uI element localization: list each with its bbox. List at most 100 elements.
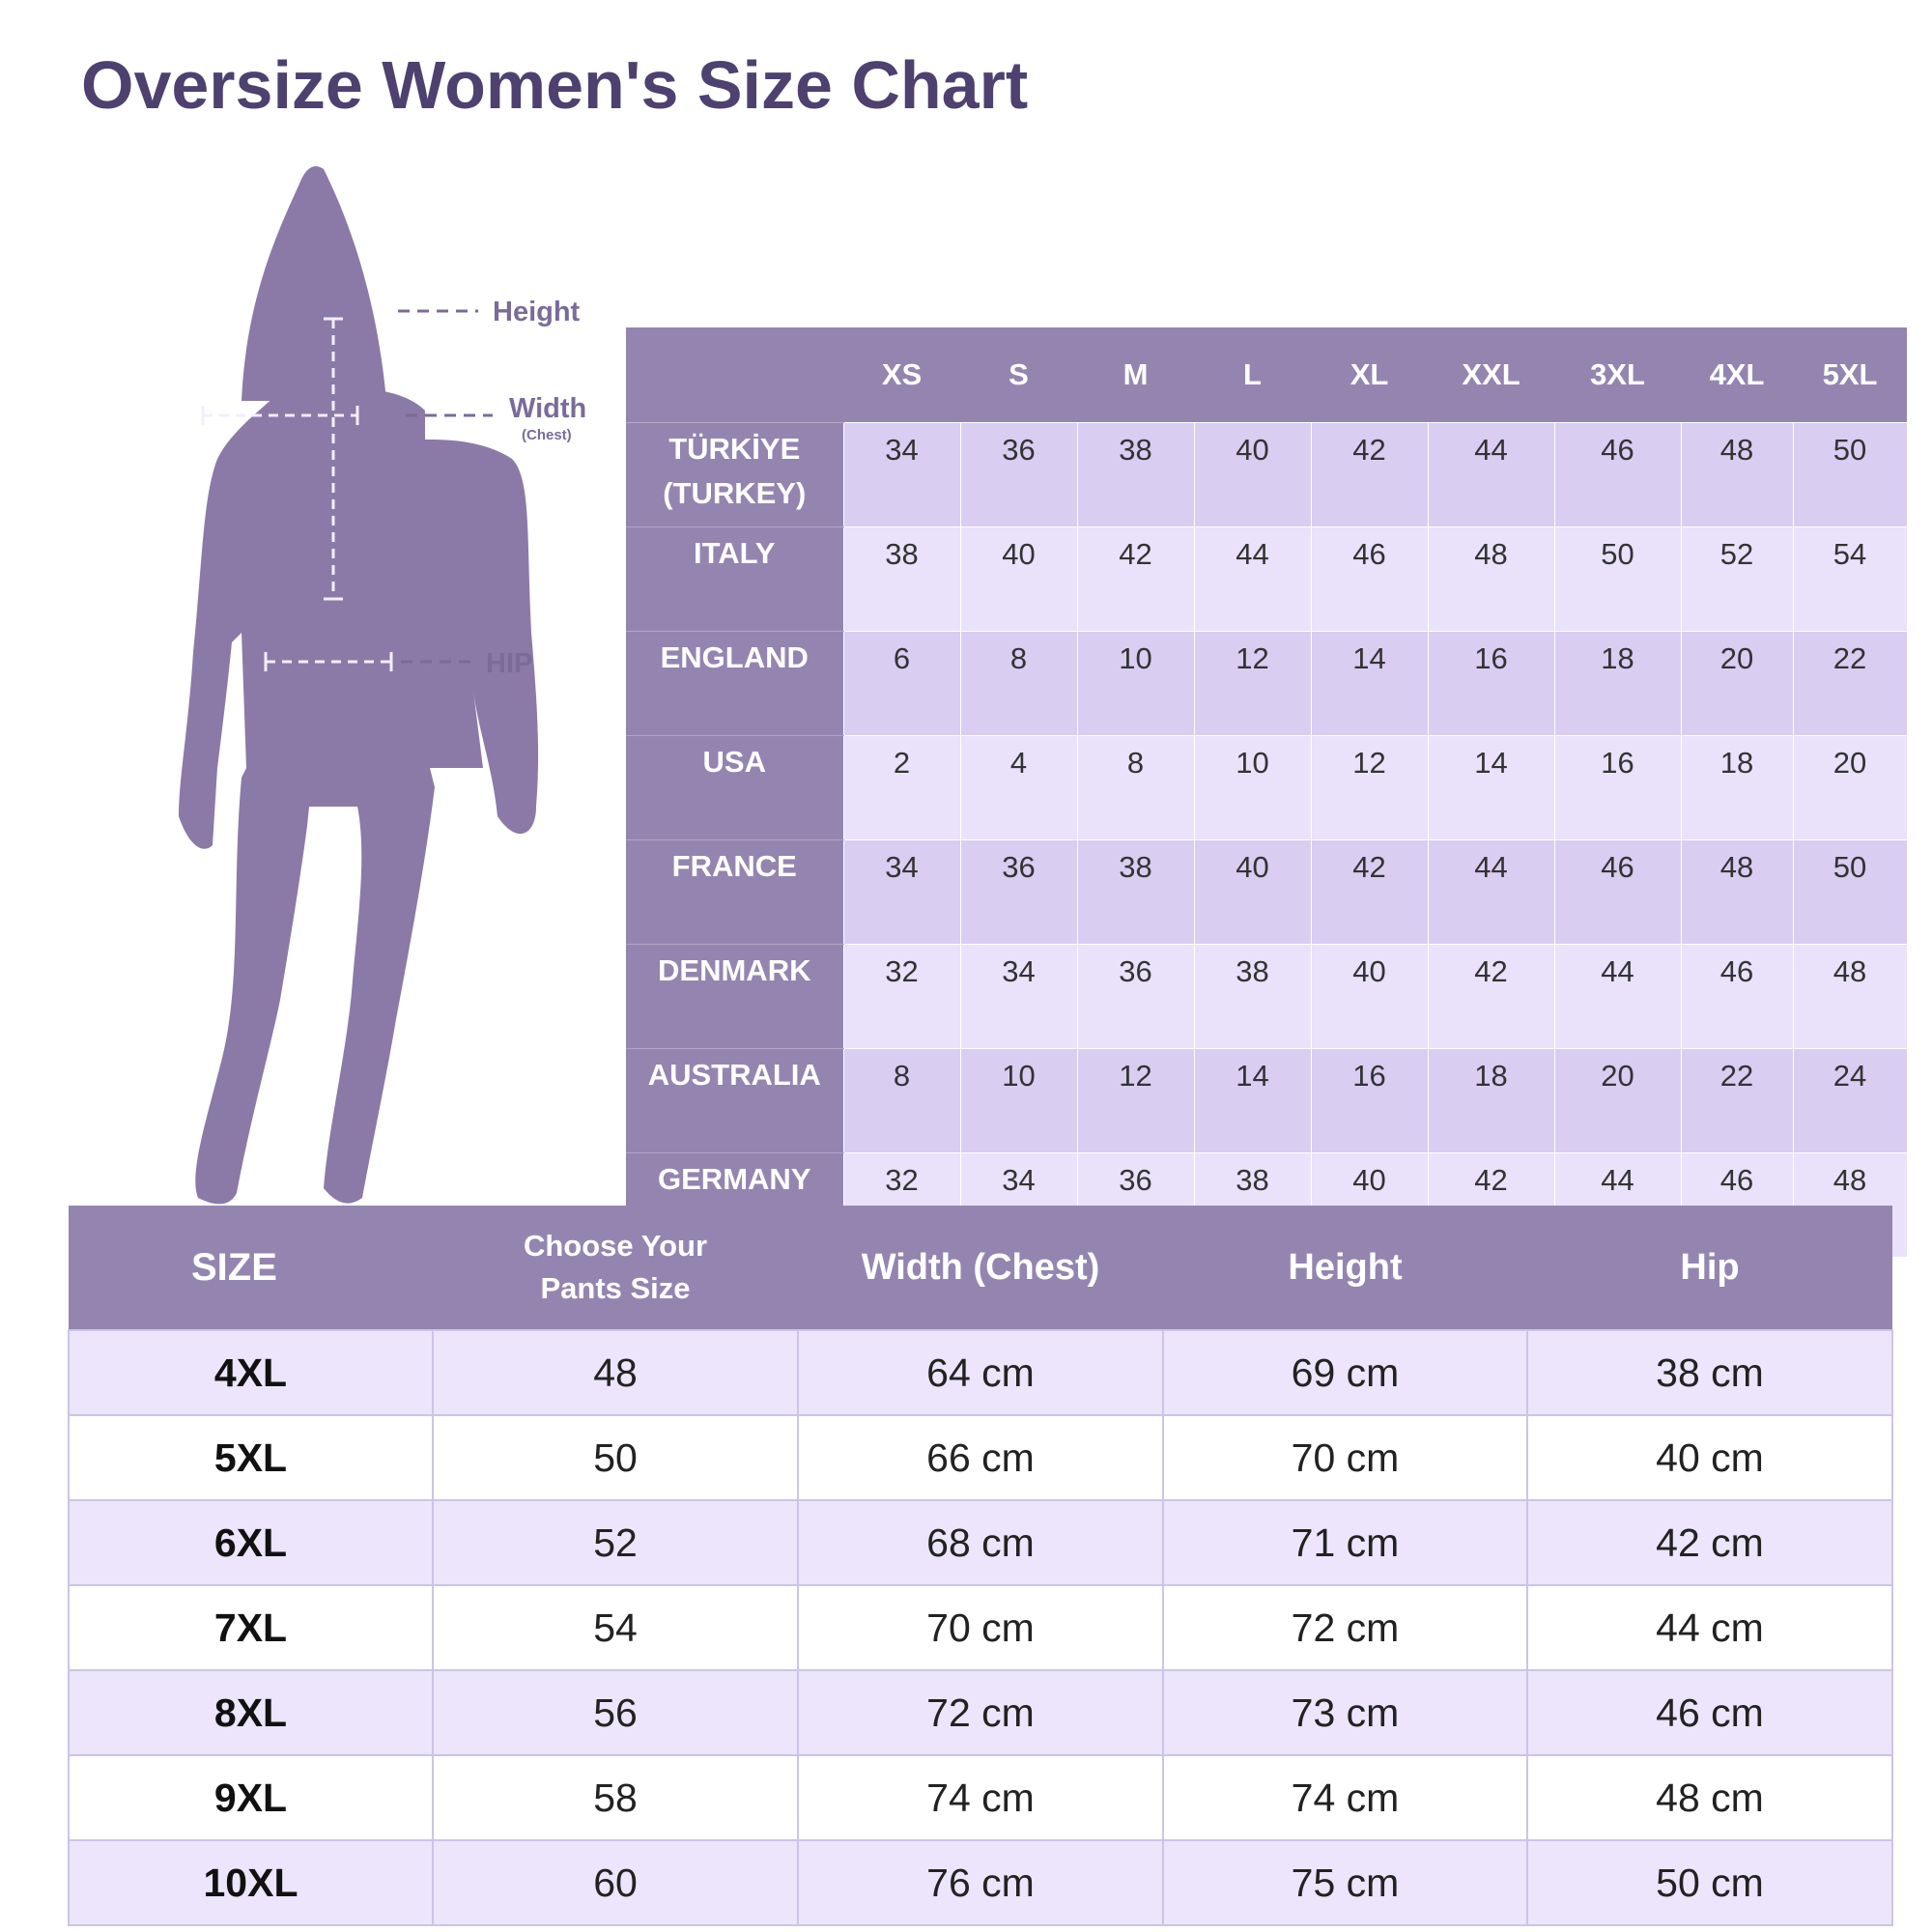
country-size-value-cell: 36 (1076, 944, 1195, 1049)
pants-header-line-1: Choose Your (523, 1229, 708, 1263)
hip-cell: 40 cm (1526, 1414, 1893, 1501)
country-size-value-cell: 48 (1427, 526, 1555, 632)
country-size-value-cell: 12 (1310, 735, 1429, 840)
country-size-value-cell: 48 (1792, 944, 1908, 1049)
country-table-header-row: XS S M L XL XXL 3XL 4XL 5XL (626, 327, 1907, 423)
height-cell: 72 cm (1162, 1584, 1528, 1671)
size-cell: 10XL (68, 1839, 434, 1926)
country-size-value-cell: 2 (842, 735, 961, 840)
height-cell: 70 cm (1162, 1414, 1528, 1501)
height-cell: 71 cm (1162, 1499, 1528, 1586)
width-chest-sublabel: (Chest) (522, 427, 572, 443)
size-header-cell: S (960, 327, 1077, 423)
country-size-value-cell: 22 (1792, 631, 1908, 736)
size-cell: 7XL (68, 1584, 434, 1671)
pants-size-cell: 48 (432, 1329, 799, 1416)
country-size-value-cell: 16 (1553, 735, 1682, 840)
country-size-value-cell: 48 (1680, 422, 1794, 527)
country-size-value-cell: 40 (1193, 839, 1312, 945)
country-size-value-cell: 20 (1680, 631, 1794, 736)
height-label: Height (493, 297, 581, 327)
country-name-cell: USA (626, 735, 843, 840)
page-title: Oversize Women's Size Chart (81, 47, 1029, 123)
pants-size-cell: 58 (432, 1754, 799, 1841)
country-size-value-cell: 38 (1076, 839, 1195, 945)
country-size-conversion-table: XS S M L XL XXL 3XL 4XL 5XL TÜRKİYE (TUR… (626, 327, 1908, 1258)
country-size-value-cell: 46 (1553, 422, 1682, 527)
country-size-value-cell: 16 (1310, 1048, 1429, 1153)
size-row: 8XL 56 72 cm 73 cm 46 cm (68, 1669, 1893, 1756)
country-name-cell: FRANCE (626, 839, 843, 945)
size-row: 6XL 52 68 cm 71 cm 42 cm (68, 1499, 1893, 1586)
country-size-value-cell: 38 (842, 526, 961, 632)
pants-size-cell: 52 (432, 1499, 799, 1586)
country-size-value-cell: 8 (842, 1048, 961, 1153)
country-size-value-cell: 12 (1193, 631, 1312, 736)
country-size-value-cell: 54 (1792, 526, 1908, 632)
country-size-value-cell: 18 (1680, 735, 1794, 840)
country-size-value-cell: 42 (1076, 526, 1195, 632)
size-cell: 9XL (68, 1754, 434, 1841)
country-size-value-cell: 50 (1792, 422, 1908, 527)
measurement-guides (203, 319, 391, 664)
country-size-value-cell: 12 (1076, 1048, 1195, 1153)
country-name-cell: AUSTRALIA (626, 1048, 843, 1153)
leader-lines (398, 309, 493, 664)
width-cell: 70 cm (797, 1584, 1164, 1671)
country-size-value-cell: 18 (1553, 631, 1682, 736)
country-row: ENGLAND 6 8 10 12 14 16 18 20 22 (626, 631, 1908, 736)
country-name-cell: ENGLAND (626, 631, 843, 736)
size-column-header: SIZE (69, 1206, 433, 1330)
country-size-value-cell: 46 (1310, 526, 1429, 632)
country-row: DENMARK 32 34 36 38 40 42 44 46 48 (626, 944, 1908, 1049)
size-header-cell: 5XL (1793, 327, 1907, 423)
country-size-value-cell: 20 (1792, 735, 1908, 840)
size-row: 4XL 48 64 cm 69 cm 38 cm (68, 1329, 1893, 1416)
country-size-value-cell: 44 (1193, 526, 1312, 632)
size-header-cell: 4XL (1681, 327, 1793, 423)
country-table-corner-cell (626, 327, 843, 423)
width-cell: 72 cm (797, 1669, 1164, 1756)
height-cell: 73 cm (1162, 1669, 1528, 1756)
size-cell: 5XL (68, 1414, 434, 1501)
height-cell: 75 cm (1162, 1839, 1528, 1926)
country-size-value-cell: 18 (1427, 1048, 1555, 1153)
country-name-cell: ITALY (626, 526, 843, 632)
country-size-value-cell: 40 (1193, 422, 1312, 527)
country-size-value-cell: 42 (1310, 422, 1429, 527)
hip-label: HIP (486, 648, 532, 679)
country-size-value-cell: 8 (959, 631, 1078, 736)
size-cell: 4XL (68, 1329, 434, 1416)
country-name-cell: TÜRKİYE (TURKEY) (626, 422, 843, 527)
country-row: USA 2 4 8 10 12 14 16 18 20 (626, 735, 1908, 840)
body-silhouette-figure: Height Width (Chest) HIP (164, 150, 618, 1212)
hip-cell: 48 cm (1526, 1754, 1893, 1841)
country-size-value-cell: 14 (1193, 1048, 1312, 1153)
country-size-value-cell: 34 (842, 839, 961, 945)
size-row: 7XL 54 70 cm 72 cm 44 cm (68, 1584, 1893, 1671)
country-size-value-cell: 46 (1553, 839, 1682, 945)
size-header-cell: XXL (1428, 327, 1554, 423)
width-cell: 66 cm (797, 1414, 1164, 1501)
width-cell: 64 cm (797, 1329, 1164, 1416)
country-size-value-cell: 20 (1553, 1048, 1682, 1153)
country-size-value-cell: 42 (1427, 944, 1555, 1049)
country-size-value-cell: 34 (959, 944, 1078, 1049)
hip-cell: 44 cm (1526, 1584, 1893, 1671)
pants-size-cell: 50 (432, 1414, 799, 1501)
country-size-value-cell: 16 (1427, 631, 1555, 736)
height-cell: 69 cm (1162, 1329, 1528, 1416)
country-row: ITALY 38 40 42 44 46 48 50 52 54 (626, 526, 1908, 632)
width-cell: 68 cm (797, 1499, 1164, 1586)
pants-size-column-header: Choose Your Pants Size (433, 1206, 798, 1330)
width-cell: 74 cm (797, 1754, 1164, 1841)
pants-header-line-2: Pants Size (540, 1271, 691, 1305)
size-row: 10XL 60 76 cm 75 cm 50 cm (68, 1839, 1893, 1926)
width-column-header: Width (Chest) (798, 1206, 1163, 1330)
country-size-value-cell: 24 (1792, 1048, 1908, 1153)
country-size-value-cell: 44 (1427, 422, 1555, 527)
size-header-cell: M (1077, 327, 1194, 423)
country-size-value-cell: 50 (1553, 526, 1682, 632)
country-name-cell: DENMARK (626, 944, 843, 1049)
country-row: FRANCE 34 36 38 40 42 44 46 48 50 (626, 839, 1908, 945)
